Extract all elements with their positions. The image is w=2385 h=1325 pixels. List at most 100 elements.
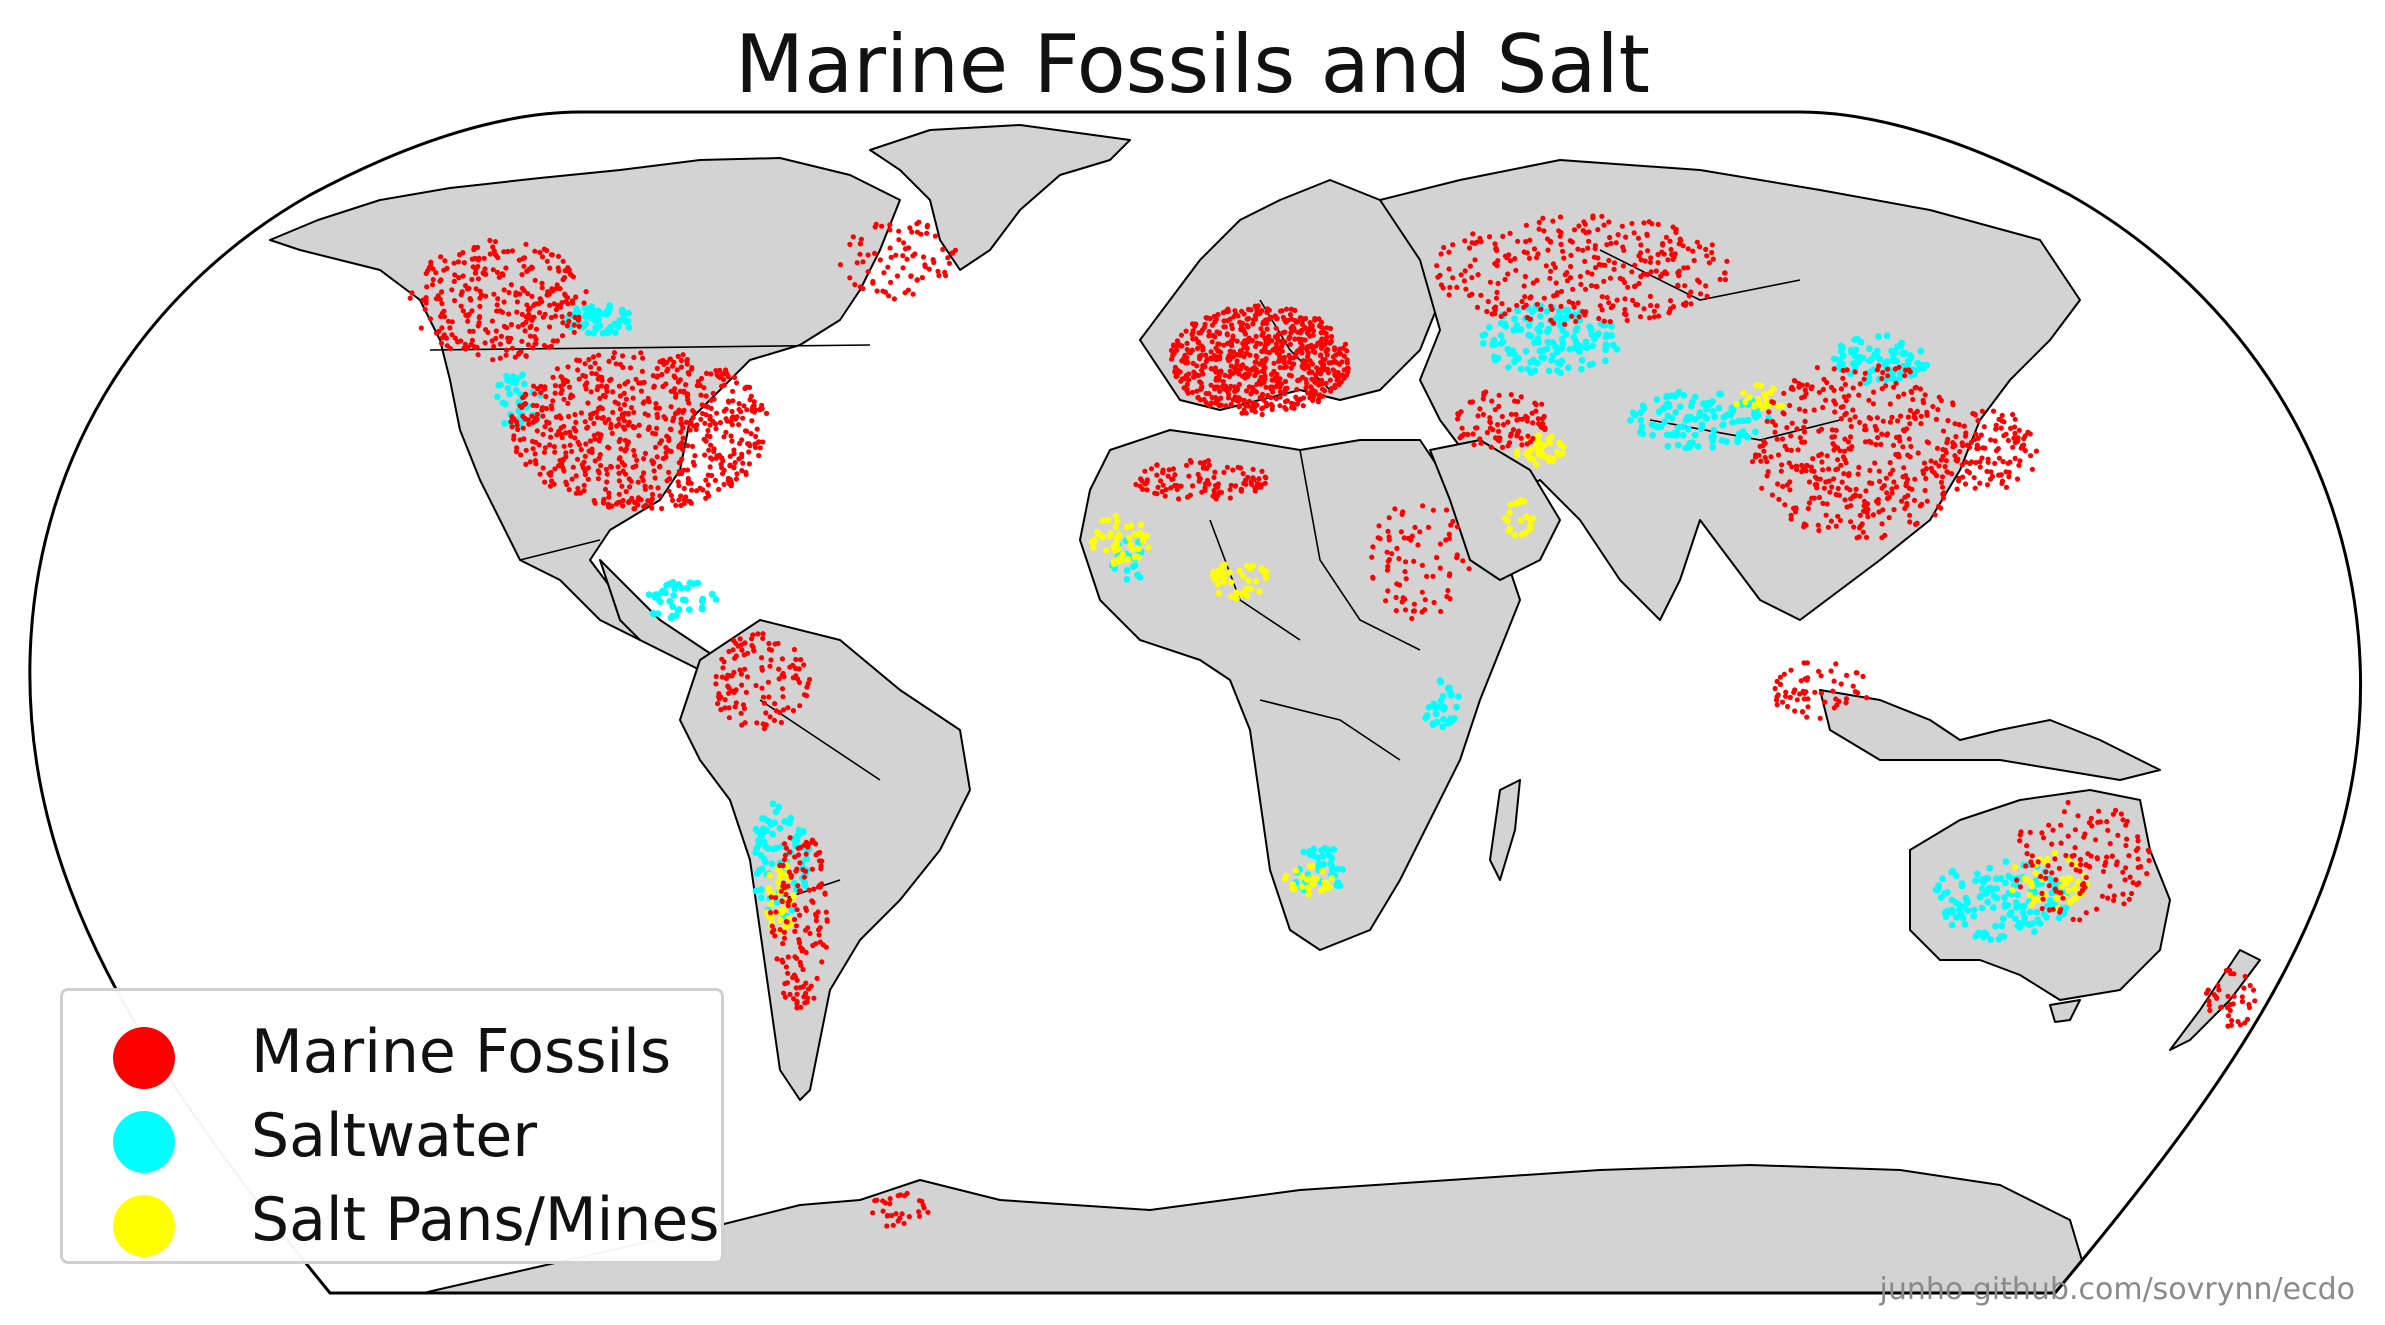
marine-fossil-point [565, 295, 571, 301]
marine-fossil-point [1831, 387, 1837, 393]
salt-pans-mines-point [778, 870, 786, 877]
saltwater-point [1455, 693, 1462, 700]
salt-pans-mines-point [1104, 517, 1112, 524]
marine-fossil-point [2063, 852, 2069, 859]
marine-fossil-point [438, 340, 445, 346]
marine-fossil-point [1281, 354, 1287, 361]
marine-fossil-point [742, 666, 748, 672]
marine-fossil-point [2120, 817, 2126, 823]
marine-fossil-point [1226, 391, 1232, 397]
marine-fossil-point [566, 413, 572, 420]
marine-fossil-point [2077, 862, 2084, 868]
saltwater-point [2033, 908, 2041, 916]
marine-fossil-point [633, 463, 639, 469]
marine-fossil-point [563, 450, 569, 456]
marine-fossil-point [531, 314, 537, 320]
marine-fossil-point [1206, 481, 1212, 487]
marine-fossil-point [1908, 443, 1914, 450]
marine-fossil-point [1399, 599, 1405, 605]
saltwater-point [1123, 566, 1131, 574]
marine-fossil-point [501, 323, 507, 329]
marine-fossil-point [786, 869, 792, 875]
marine-fossil-point [681, 407, 687, 413]
marine-fossil-point [1863, 695, 1870, 701]
marine-fossil-point [1819, 459, 1825, 465]
marine-fossil-point [538, 390, 544, 396]
marine-fossil-point [603, 466, 610, 472]
marine-fossil-point [759, 402, 765, 408]
marine-fossil-point [1569, 239, 1575, 245]
marine-fossil-point [1193, 336, 1199, 342]
salt-pans-mines-point [790, 892, 797, 899]
marine-fossil-point [1241, 311, 1247, 317]
marine-fossil-point [1282, 386, 1288, 392]
marine-fossil-point [2060, 895, 2066, 901]
marine-fossil-point [1263, 400, 1269, 406]
marine-fossil-point [1236, 398, 1242, 404]
marine-fossil-point [2250, 987, 2257, 993]
marine-fossil-point [2058, 822, 2064, 828]
marine-fossil-point [1514, 431, 1521, 437]
marine-fossil-point [1697, 291, 1704, 297]
marine-fossil-point [1802, 408, 1808, 414]
marine-fossil-point [1801, 521, 1807, 527]
marine-fossil-point [1400, 595, 1406, 601]
marine-fossil-point [2207, 1007, 2213, 1014]
marine-fossil-point [1863, 534, 1870, 541]
marine-fossil-point [1939, 474, 1946, 480]
marine-fossil-point [1764, 459, 1770, 465]
saltwater-point [504, 384, 512, 392]
marine-fossil-point [1840, 367, 1846, 374]
saltwater-point [1830, 355, 1838, 363]
marine-fossil-point [1868, 415, 1874, 422]
marine-fossil-point [427, 316, 433, 322]
marine-fossil-point [494, 302, 500, 308]
salt-pans-mines-point [1135, 554, 1142, 561]
marine-fossil-point [607, 377, 613, 383]
salt-pans-mines-point [1112, 546, 1119, 554]
marine-fossil-point [1833, 427, 1839, 433]
saltwater-point [510, 374, 518, 381]
marine-fossil-point [1459, 425, 1465, 431]
marine-fossil-point [1569, 313, 1575, 319]
marine-fossil-point [1709, 242, 1715, 248]
marine-fossil-point [1778, 468, 1784, 474]
marine-fossil-point [1211, 313, 1217, 319]
marine-fossil-point [610, 409, 616, 415]
saltwater-point [606, 302, 613, 309]
saltwater-point [1545, 367, 1553, 375]
salt-pans-mines-point [1088, 538, 1096, 545]
marine-fossil-point [793, 868, 799, 874]
marine-fossil-point [1680, 243, 1686, 249]
marine-fossil-point [1243, 410, 1249, 416]
marine-fossil-point [755, 631, 761, 637]
marine-fossil-point [1260, 330, 1266, 336]
saltwater-point [1907, 354, 1915, 362]
marine-fossil-point [727, 453, 733, 459]
saltwater-point [1717, 390, 1725, 398]
marine-fossil-point [640, 477, 646, 484]
marine-fossil-point [1999, 480, 2005, 486]
marine-fossil-point [1273, 377, 1279, 383]
saltwater-point [1631, 411, 1639, 419]
marine-fossil-point [1762, 454, 1768, 461]
marine-fossil-point [621, 462, 628, 468]
marine-fossil-point [748, 431, 754, 437]
marine-fossil-point [552, 466, 558, 472]
marine-fossil-point [1959, 440, 1965, 446]
marine-fossil-point [2252, 998, 2258, 1004]
marine-fossil-point [763, 410, 770, 416]
marine-fossil-point [1582, 286, 1589, 292]
marine-fossil-point [1922, 487, 1928, 494]
marine-fossil-point [1782, 693, 1789, 699]
saltwater-point [1486, 324, 1493, 331]
saltwater-point [1513, 321, 1521, 329]
marine-fossil-point [1917, 503, 1923, 509]
marine-fossil-point [2109, 853, 2115, 859]
marine-fossil-point [794, 907, 800, 913]
marine-fossil-point [1207, 315, 1213, 322]
marine-fossil-point [2021, 436, 2027, 442]
marine-fossil-point [1765, 469, 1771, 475]
saltwater-point [1578, 356, 1586, 364]
marine-fossil-point [1519, 416, 1525, 422]
